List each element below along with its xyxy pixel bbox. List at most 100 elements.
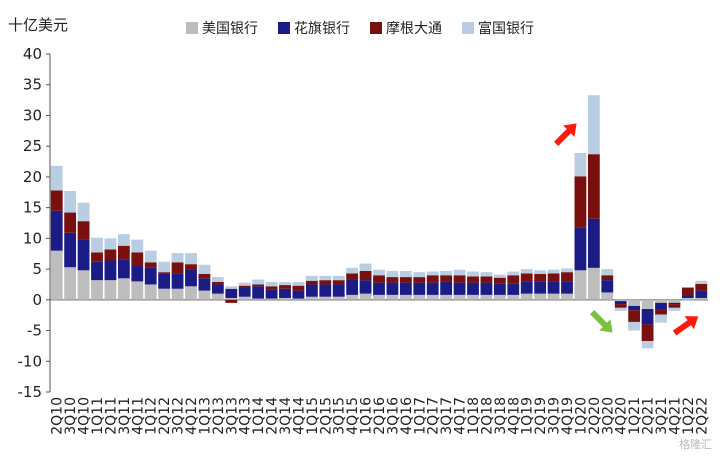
bar-bofa-3Q11: [117, 278, 130, 300]
bar-bofa-2Q10: [50, 250, 63, 300]
bar-jpm-3Q18: [493, 277, 506, 284]
y-tick-label: 25: [23, 137, 42, 155]
legend-label-jpm: 摩根大通: [386, 21, 442, 37]
bar-bofa-4Q16: [399, 294, 412, 300]
bar-jpm-4Q17: [453, 275, 466, 283]
bar-bofa-3Q18: [493, 294, 506, 300]
bar-citi-1Q15: [305, 284, 318, 297]
y-axis-unit: 十亿美元: [8, 16, 69, 34]
bar-wfc-4Q21: [668, 307, 681, 311]
bar-citi-4Q20: [614, 301, 627, 305]
bar-bofa-4Q20: [614, 299, 627, 302]
bar-wfc-1Q12: [144, 250, 157, 263]
bar-jpm-1Q15: [305, 280, 318, 285]
bar-citi-1Q18: [467, 282, 479, 295]
bar-jpm-3Q19: [547, 273, 560, 282]
bar-wfc-3Q15: [332, 275, 345, 281]
bar-bofa-3Q13: [225, 297, 238, 300]
x-tick-label: 2Q19: [533, 397, 549, 435]
bar-wfc-4Q10: [77, 202, 90, 222]
x-tick-label: 2Q20: [587, 397, 603, 435]
y-tick-label: 35: [23, 76, 42, 94]
x-tick-label: 2Q16: [372, 397, 388, 435]
x-tick-label: 3Q13: [224, 397, 240, 435]
bar-citi-2Q19: [534, 281, 547, 294]
bar-jpm-4Q21: [668, 304, 681, 308]
bar-jpm-4Q12: [185, 264, 197, 270]
bar-jpm-3Q17: [440, 275, 453, 282]
bar-wfc-3Q18: [493, 274, 506, 278]
x-tick-label: 1Q16: [359, 397, 375, 435]
bar-bofa-3Q10: [64, 267, 77, 300]
bar-citi-3Q17: [440, 281, 453, 295]
bar-bofa-3Q15: [332, 296, 345, 300]
bar-bofa-1Q22: [681, 297, 694, 300]
bar-bofa-1Q14: [252, 298, 265, 300]
bar-wfc-4Q14: [292, 282, 305, 286]
bar-bofa-4Q18: [507, 294, 520, 300]
y-tick-label: -10: [18, 352, 43, 370]
bar-wfc-3Q14: [279, 282, 291, 286]
bar-citi-2Q15: [319, 284, 332, 297]
bar-citi-3Q15: [332, 284, 345, 297]
bar-wfc-2Q15: [319, 275, 332, 281]
bar-jpm-2Q18: [480, 276, 493, 283]
bar-jpm-3Q10: [64, 212, 77, 233]
bar-citi-1Q14: [252, 286, 265, 299]
bar-citi-3Q11: [117, 259, 130, 279]
x-tick-label: 4Q11: [130, 397, 146, 435]
legend-swatch-citi: [278, 22, 290, 34]
x-tick-label: 1Q22: [681, 397, 697, 435]
bar-jpm-3Q14: [279, 285, 291, 289]
x-tick-label: 1Q21: [627, 397, 643, 435]
legend-item-jpm: 摩根大通: [370, 18, 442, 38]
bar-wfc-1Q11: [91, 237, 103, 253]
x-tick-label: 3Q16: [385, 397, 401, 435]
bar-jpm-4Q13: [238, 285, 251, 288]
bar-wfc-3Q20: [601, 269, 614, 276]
bar-bofa-2Q16: [373, 294, 385, 300]
x-tick-label: 4Q12: [184, 397, 200, 435]
bar-wfc-1Q15: [305, 275, 318, 281]
bar-jpm-2Q15: [319, 280, 332, 285]
bar-wfc-1Q18: [467, 271, 479, 277]
bar-wfc-3Q13: [225, 286, 238, 289]
bar-bofa-2Q18: [480, 294, 493, 300]
bar-citi-2Q22: [695, 290, 708, 298]
bar-wfc-2Q20: [587, 95, 600, 155]
y-tick-label: 30: [23, 106, 42, 124]
y-tick-label: 20: [23, 168, 42, 186]
bar-citi-2Q13: [211, 284, 224, 294]
bar-jpm-4Q11: [131, 252, 144, 267]
annotations: [553, 123, 699, 336]
bar-bofa-3Q14: [279, 297, 291, 300]
bar-wfc-2Q19: [534, 270, 547, 275]
bar-wfc-4Q20: [614, 307, 627, 311]
bar-citi-2Q14: [265, 289, 278, 299]
bar-wfc-4Q11: [131, 239, 144, 253]
y-tick-label: 40: [23, 45, 42, 63]
bar-bofa-2Q20: [587, 267, 600, 300]
bar-wfc-3Q19: [547, 269, 560, 274]
bar-citi-3Q12: [171, 273, 184, 289]
bar-bofa-4Q11: [131, 281, 144, 300]
bar-jpm-4Q10: [77, 221, 90, 240]
bar-citi-3Q19: [547, 281, 560, 294]
x-tick-label: 4Q21: [667, 397, 683, 435]
bar-citi-2Q17: [426, 282, 439, 295]
bar-wfc-4Q17: [453, 269, 466, 276]
bar-bofa-1Q15: [305, 296, 318, 300]
bar-jpm-1Q13: [198, 274, 211, 279]
bar-bofa-3Q20: [601, 292, 614, 300]
bar-bofa-1Q12: [144, 284, 157, 300]
bar-wfc-1Q22: [681, 299, 694, 302]
x-tick-label: 1Q15: [305, 397, 321, 435]
bar-bofa-3Q16: [386, 294, 399, 300]
bar-jpm-2Q13: [211, 282, 224, 285]
bar-jpm-1Q22: [681, 287, 694, 296]
bar-bofa-2Q17: [426, 294, 439, 300]
bar-bofa-3Q12: [171, 288, 184, 300]
bar-citi-1Q22: [681, 295, 694, 298]
x-tick-label: 1Q12: [144, 397, 160, 435]
